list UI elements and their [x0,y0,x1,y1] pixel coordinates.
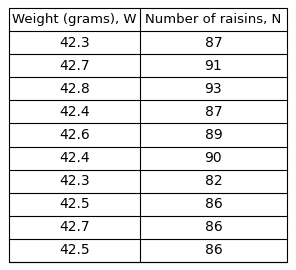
Text: 90: 90 [205,151,222,165]
Text: 42.4: 42.4 [59,151,90,165]
Text: 42.5: 42.5 [59,243,90,257]
Text: 91: 91 [205,59,222,73]
Text: 42.7: 42.7 [59,220,90,234]
Text: Number of raisins, N: Number of raisins, N [145,13,281,26]
Text: 42.5: 42.5 [59,197,90,211]
Text: 87: 87 [205,105,222,119]
Text: Weight (grams), W: Weight (grams), W [12,13,136,26]
Text: 42.3: 42.3 [59,36,90,50]
Text: 89: 89 [205,128,222,142]
Text: 42.3: 42.3 [59,174,90,188]
Text: 93: 93 [205,82,222,96]
Text: 87: 87 [205,36,222,50]
Text: 86: 86 [205,243,222,257]
Text: 42.8: 42.8 [59,82,90,96]
Text: 82: 82 [205,174,222,188]
Text: 86: 86 [205,197,222,211]
Text: 42.7: 42.7 [59,59,90,73]
Text: 42.4: 42.4 [59,105,90,119]
Text: 42.6: 42.6 [59,128,90,142]
Text: 86: 86 [205,220,222,234]
